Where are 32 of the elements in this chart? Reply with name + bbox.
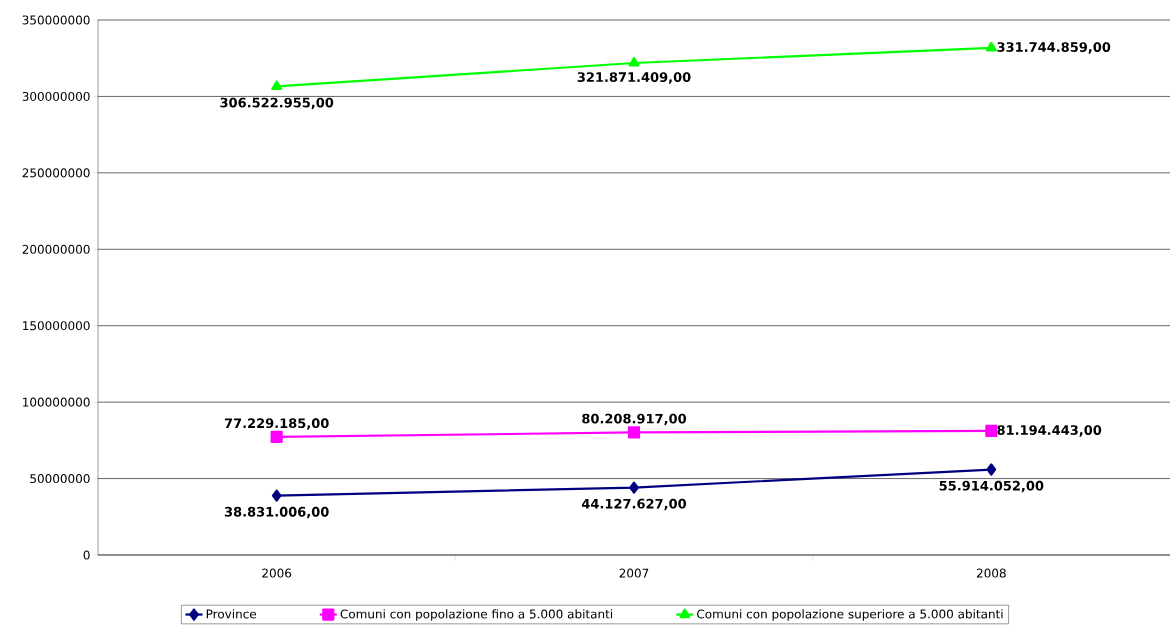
y-tick-label: 350000000 bbox=[22, 15, 90, 25]
point bbox=[629, 481, 639, 494]
x-tick-label: 2008 bbox=[976, 568, 1006, 578]
data-label: 81.194.443,00 bbox=[997, 425, 1102, 437]
y-tick-label: 100000000 bbox=[23, 397, 90, 407]
y-tick-label: 150000000 bbox=[23, 321, 90, 331]
data-label: 321.871.409,00 bbox=[577, 72, 691, 84]
x-tick-label: 2007 bbox=[619, 568, 649, 578]
legend-label: Province bbox=[206, 609, 257, 619]
y-tick-label: 250000000 bbox=[22, 168, 90, 178]
y-tick-label: 200000000 bbox=[22, 244, 90, 254]
data-label: 80.208.917,00 bbox=[582, 413, 687, 426]
y-tick-label: 0 bbox=[83, 550, 90, 560]
legend-label: Comuni con popolazione superiore a 5.000 abitanti bbox=[697, 609, 1003, 621]
point bbox=[628, 56, 640, 67]
legend-label: Comuni con popolazione fino a 5.000 abitanti bbox=[340, 609, 613, 621]
data-label: 55.914.052,00 bbox=[939, 480, 1044, 493]
point bbox=[271, 489, 282, 502]
data-label: 331.744.859,00 bbox=[997, 42, 1111, 54]
point bbox=[271, 80, 283, 91]
point bbox=[270, 430, 283, 444]
y-tick-label: 300000000 bbox=[22, 91, 90, 101]
y-tick-label: 50000000 bbox=[30, 474, 90, 484]
data-label: 44.127.627,00 bbox=[581, 498, 687, 511]
x-tick-label: 2006 bbox=[262, 568, 292, 578]
data-label: 38.831.006,00 bbox=[224, 506, 329, 519]
point bbox=[985, 424, 998, 437]
point bbox=[985, 41, 997, 52]
point bbox=[627, 426, 641, 439]
data-label: 306.522.955,00 bbox=[220, 97, 334, 110]
point bbox=[986, 463, 997, 476]
data-label: 77.229.185,00 bbox=[224, 418, 329, 430]
